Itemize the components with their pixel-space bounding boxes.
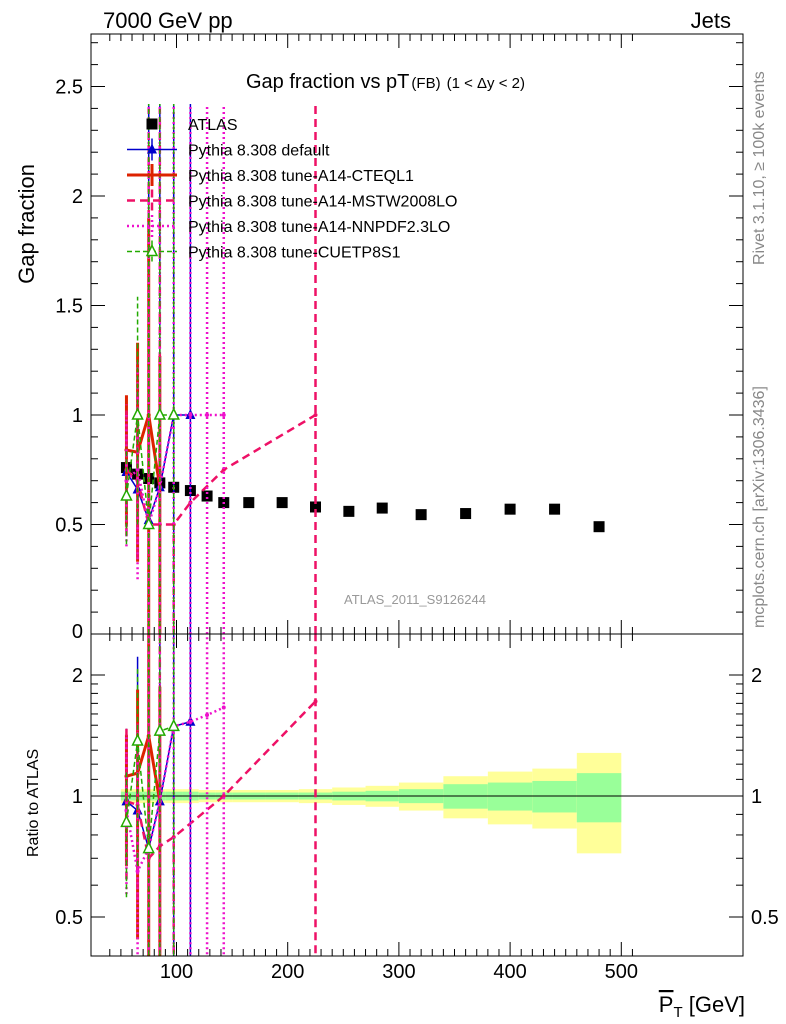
ratio-y-axis-title: Ratio to ATLAS bbox=[25, 749, 42, 857]
legend-marker bbox=[147, 143, 157, 154]
data-point-marker bbox=[205, 413, 210, 417]
atlas-data-point bbox=[504, 503, 516, 515]
atlas-data-point bbox=[276, 497, 288, 509]
ratio-inner-band bbox=[487, 782, 533, 811]
legend-marker-atlas bbox=[146, 118, 158, 130]
x-axis-title: PT [GeV] bbox=[659, 992, 745, 1021]
legend-entry-label: Pythia 8.308 tune-A14-CTEQL1 bbox=[188, 168, 414, 185]
data-point-marker bbox=[153, 723, 167, 736]
data-point-marker bbox=[153, 407, 167, 420]
atlas-data-point bbox=[415, 509, 427, 521]
series-line bbox=[125, 414, 174, 525]
ratio-y-tick-label: 2 bbox=[72, 665, 83, 687]
series-line bbox=[126, 414, 162, 488]
y-tick-label: 2 bbox=[72, 186, 83, 208]
atlas-data-point bbox=[243, 497, 255, 509]
ratio-inner-band bbox=[576, 773, 622, 823]
data-point-marker bbox=[135, 869, 140, 874]
data-point-marker bbox=[221, 705, 226, 710]
y-tick-label: 1.5 bbox=[55, 296, 83, 318]
x-tick-label: 100 bbox=[160, 961, 193, 983]
atlas-data-point bbox=[343, 505, 355, 517]
data-point-marker bbox=[221, 794, 226, 798]
data-point-marker bbox=[188, 413, 193, 417]
ratio-y-tick-label-right: 2 bbox=[751, 665, 762, 687]
y-tick-label: 0 bbox=[72, 621, 83, 643]
legend-entry-label: Pythia 8.308 tune-CUETP8S1 bbox=[188, 245, 401, 262]
atlas-data-point bbox=[376, 502, 388, 514]
x-tick-label: 200 bbox=[271, 961, 304, 983]
data-point-marker bbox=[135, 467, 140, 472]
ratio-y-tick-label: 1 bbox=[72, 786, 83, 808]
header-energy-label: 7000 GeV pp bbox=[103, 8, 233, 33]
data-point-marker bbox=[120, 814, 133, 828]
y-tick-label: 2.5 bbox=[55, 77, 83, 99]
data-point-marker bbox=[142, 516, 155, 530]
series-line bbox=[125, 725, 174, 849]
series-line bbox=[125, 706, 225, 876]
data-point-marker bbox=[131, 733, 144, 746]
atlas-data-point bbox=[201, 490, 213, 502]
ratio-y-tick-label-right: 0.5 bbox=[751, 907, 779, 929]
data-point-marker bbox=[157, 844, 162, 849]
legend-entry-label: ATLAS bbox=[188, 117, 238, 134]
ratio-inner-band bbox=[532, 780, 577, 813]
x-tick-label: 400 bbox=[493, 961, 526, 983]
atlas-data-point bbox=[310, 501, 321, 513]
data-point-marker bbox=[205, 713, 210, 718]
data-point-marker bbox=[167, 407, 180, 420]
y-axis-title: Gap fraction bbox=[14, 164, 39, 284]
legend-marker bbox=[145, 243, 159, 257]
data-point-marker bbox=[221, 413, 226, 417]
rivet-version-label: Rivet 3.1.10, ≥ 100k events bbox=[751, 71, 768, 265]
x-tick-label: 300 bbox=[382, 961, 415, 983]
header-jets-label: Jets bbox=[691, 8, 731, 33]
plot-title: Gap fraction vs pT (FB) (1 < Δy < 2) bbox=[246, 71, 525, 93]
atlas-data-point bbox=[460, 508, 472, 520]
series-line bbox=[125, 413, 317, 526]
data-point-marker bbox=[131, 407, 144, 420]
data-point-marker bbox=[188, 719, 193, 724]
analysis-watermark: ATLAS_2011_S9126244 bbox=[344, 592, 486, 607]
data-point-marker bbox=[124, 478, 129, 483]
data-point-marker bbox=[120, 488, 133, 501]
legend-entry-label: Pythia 8.308 tune-A14-NNPDF2.3LO bbox=[188, 219, 450, 236]
x-tick-label: 500 bbox=[605, 961, 638, 983]
y-tick-label: 0.5 bbox=[55, 515, 83, 537]
data-point-marker bbox=[142, 840, 155, 854]
atlas-data-point bbox=[549, 503, 561, 515]
y-tick-label: 1 bbox=[72, 405, 83, 427]
legend-entry-label: Pythia 8.308 default bbox=[188, 143, 330, 160]
ratio-y-tick-label-right: 1 bbox=[751, 786, 762, 808]
mcplots-label: mcplots.cern.ch [arXiv:1306.3436] bbox=[751, 386, 768, 628]
atlas-data-point bbox=[593, 521, 605, 533]
data-point-marker bbox=[313, 413, 318, 417]
series-line bbox=[126, 735, 162, 802]
data-point-marker bbox=[313, 699, 318, 704]
ratio-y-tick-label: 0.5 bbox=[55, 907, 83, 929]
ratio-plot-frame bbox=[90, 633, 744, 957]
data-point-marker bbox=[167, 718, 180, 732]
legend-entry-label: Pythia 8.308 tune-A14-MSTW2008LO bbox=[188, 194, 457, 211]
